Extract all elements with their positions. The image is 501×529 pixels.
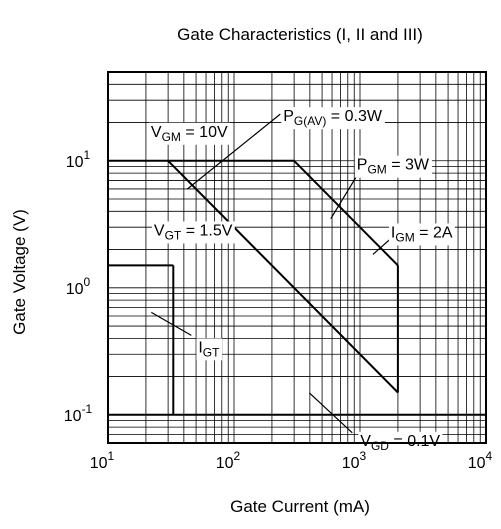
y-axis-label: Gate Voltage (V) [10,209,29,335]
label-pgav-subscript: G(AV) [294,114,326,128]
label-pgm-subscript: GM [367,163,386,177]
x-tick-label: 103 [342,449,367,472]
label-igm: IGM = 2A [391,224,453,244]
label-igm-symbol: I [391,224,395,241]
label-bg-igt [196,338,223,361]
label-vgm-symbol: V [151,124,162,141]
label-pgm-symbol: P [357,157,368,174]
y-tick-label: 100 [66,275,91,298]
y-tick-base: 10 [66,281,84,298]
label-vgd-value: = 0.1V [389,433,440,450]
label-bg-pgav [281,107,385,130]
label-vgt-symbol: V [154,222,165,239]
curves [108,159,486,416]
label-vgm-value: = 10V [181,124,228,141]
label-bg-vgm [148,122,230,145]
y-tick-exponent: 0 [84,275,91,289]
y-tick-base: 10 [66,154,84,171]
label-vgm-subscript: GM [162,130,181,144]
plot-border [107,71,487,444]
label-pgav: PG(AV) = 0.3W [283,108,383,128]
label-pgav-symbol: P [283,108,294,125]
label-pgav-value: = 0.3W [326,108,382,125]
label-igt: IGT [198,339,220,359]
x-tick-base: 10 [216,455,234,472]
x-tick-base: 10 [342,455,360,472]
chart-title: Gate Characteristics (I, II and III) [177,25,423,44]
x-tick-exponent: 2 [234,449,241,463]
label-igm-value: = 2A [415,224,453,241]
label-vgd-subscript: GD [371,439,389,453]
x-tick-base: 10 [90,455,108,472]
x-tick-label: 101 [90,449,115,472]
x-tick-exponent: 1 [108,449,115,463]
y-tick-exponent: 1 [84,148,91,162]
series-pg-av-0-3w [167,160,399,394]
label-bg-pgm [354,155,432,178]
leader-pgav [186,113,281,190]
leader-igt [151,311,192,336]
label-vgt: VGT = 1.5V [154,222,233,242]
leader-vgd [308,392,353,434]
y-tick-exponent: -1 [82,402,93,416]
label-vgm: VGM = 10V [151,124,228,144]
y-tick-label: 101 [66,148,91,171]
y-tick-base: 10 [64,408,82,425]
label-bg-igm [388,223,455,246]
leader-lines [151,113,392,434]
label-igt-symbol: I [198,339,202,356]
label-pgm: PGM = 3W [357,157,430,177]
x-tick-base: 10 [468,455,486,472]
x-tick-label: 102 [216,449,241,472]
label-vgd-symbol: V [360,433,371,450]
label-vgt-value: = 1.5V [181,222,232,239]
label-igm-subscript: GM [395,230,414,244]
label-vgt-subscript: GT [165,228,182,242]
leader-igm [372,237,392,255]
x-axis-label: Gate Current (mA) [230,497,370,516]
label-pgm-value: = 3W [387,157,430,174]
x-tick-exponent: 3 [360,449,367,463]
label-igt-subscript: GT [203,345,220,359]
y-tick-label: 10-1 [64,402,93,425]
label-bg-vgt [151,221,235,244]
x-tick-exponent: 4 [486,449,493,463]
x-tick-label: 104 [468,449,493,472]
